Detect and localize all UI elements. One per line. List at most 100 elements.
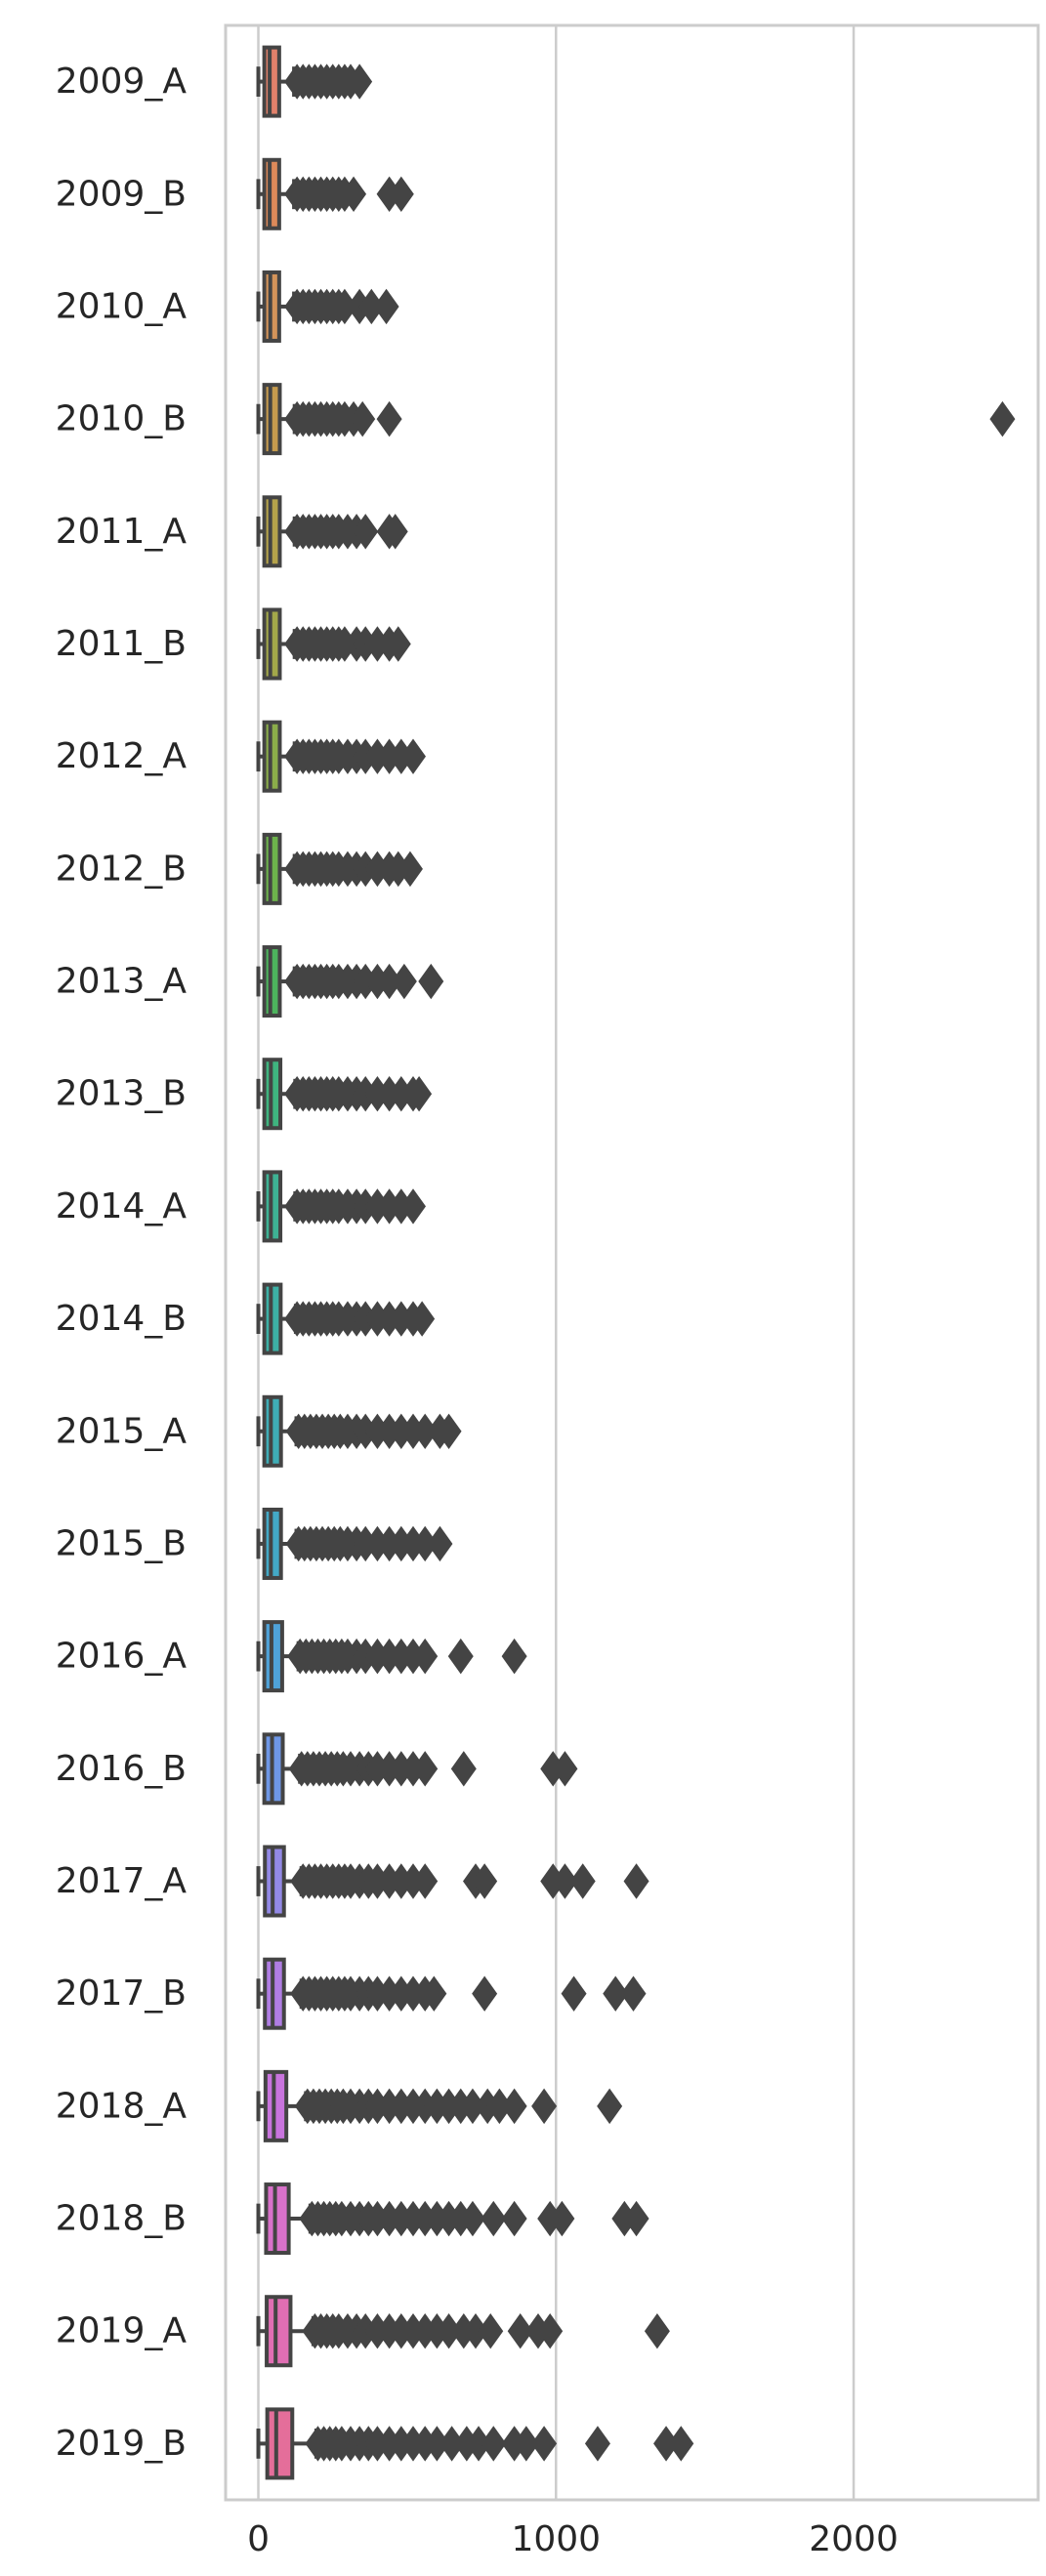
box-group-2019_A (256, 2295, 670, 2368)
box-group-2019_B (256, 2407, 694, 2480)
box-group-2014_A (256, 1170, 426, 1243)
outlier-point (391, 963, 417, 1000)
outlier-point (644, 2313, 670, 2349)
outlier-point (412, 1751, 439, 1787)
outlier-point (376, 400, 402, 437)
x-tick-label: 2000 (809, 2519, 899, 2559)
outlier-point (603, 1975, 629, 2012)
y-tick-label: 2013_B (56, 1074, 187, 1114)
outlier-point (478, 2313, 504, 2349)
outlier-point (436, 2313, 462, 2349)
outlier-point (397, 851, 423, 888)
grid-lines (257, 25, 856, 2500)
y-tick-label: 2019_B (56, 2424, 187, 2464)
outlier-point (561, 1975, 587, 2012)
y-tick-label: 2015_B (56, 1523, 187, 1563)
box-group-2011_A (256, 495, 408, 568)
outlier-point (531, 2426, 558, 2462)
box-group-2013_B (256, 1058, 433, 1131)
outlier-point (347, 63, 373, 100)
outlier-point (513, 2426, 539, 2462)
outlier-point (507, 2313, 533, 2349)
outlier-point (388, 176, 414, 212)
outlier-point (531, 2088, 558, 2125)
outlier-point (668, 2426, 694, 2462)
box-group-2013_A (256, 945, 444, 1018)
outlier-point (418, 963, 444, 1000)
outlier-point (584, 2426, 610, 2462)
outlier-point (472, 1975, 498, 2012)
outlier-point (376, 963, 402, 1000)
outlier-point (481, 2200, 507, 2237)
outlier-point (412, 1863, 439, 1899)
outlier-point (569, 1863, 596, 1899)
x-tick-labels: 0 1000 2000 (247, 2519, 899, 2559)
outlier-point (436, 1413, 462, 1449)
outlier-point (358, 288, 385, 325)
outlier-point (501, 2088, 527, 2125)
box-group-2015_B (256, 1507, 453, 1580)
y-tick-label: 2009_B (56, 174, 187, 214)
box-group-2016_A (256, 1620, 527, 1693)
y-tick-label: 2019_A (56, 2311, 188, 2351)
outlier-point (653, 2426, 680, 2462)
outlier-point (447, 1638, 474, 1675)
outlier-point (412, 1413, 439, 1449)
box-group-2017_B (256, 1957, 647, 2030)
outlier-point (989, 400, 1016, 437)
plot-frame-rect (224, 23, 1040, 2502)
box-group-2009_A (256, 45, 373, 118)
y-tick-label: 2016_B (56, 1749, 187, 1789)
y-tick-label: 2012_A (56, 736, 188, 776)
box-iqr (264, 2182, 291, 2256)
outlier-point (623, 1863, 649, 1899)
y-tick-label: 2018_B (56, 2199, 187, 2239)
outlier-point (412, 1525, 439, 1562)
box-group-2014_B (256, 1282, 436, 1355)
y-tick-label: 2014_B (56, 1299, 187, 1339)
box-iqr (263, 2069, 289, 2142)
box-group-2009_B (256, 157, 414, 230)
box-group-2018_B (256, 2182, 649, 2256)
outlier-point (623, 2200, 649, 2237)
outlier-point (421, 1975, 447, 2012)
outlier-point (459, 2200, 485, 2237)
outlier-point (481, 2426, 507, 2462)
outlier-point (537, 2313, 564, 2349)
outlier-point (373, 288, 399, 325)
y-tick-label: 2014_A (56, 1186, 188, 1226)
y-tick-label: 2013_A (56, 962, 188, 1002)
outlier-point (427, 1525, 453, 1562)
outlier-point (409, 1301, 436, 1337)
outlier-point (459, 2088, 485, 2125)
outlier-point (552, 1863, 578, 1899)
outlier-point (412, 1638, 439, 1675)
box-series (256, 45, 1016, 2480)
box-iqr (262, 157, 281, 230)
outlier-point (597, 2088, 623, 2125)
box-group-2018_A (256, 2069, 623, 2142)
box-group-2010_A (256, 270, 399, 343)
y-tick-label: 2011_A (56, 512, 188, 552)
outlier-point (406, 1076, 433, 1112)
box-group-2012_A (256, 720, 426, 793)
box-group-2011_B (256, 607, 411, 681)
y-tick-label: 2017_B (56, 1974, 187, 2014)
outlier-point (424, 2426, 450, 2462)
outlier-point (400, 738, 426, 774)
y-tick-label: 2009_A (56, 62, 188, 102)
outlier-point (439, 2426, 465, 2462)
outlier-point (400, 1188, 426, 1225)
outlier-point (549, 2200, 575, 2237)
outlier-point (385, 626, 411, 662)
y-tick-label: 2010_A (56, 286, 188, 326)
outlier-point (350, 400, 376, 437)
box-iqr (265, 2295, 293, 2368)
outlier-point (486, 2088, 513, 2125)
box-group-2017_A (256, 1845, 649, 1918)
outlier-point (463, 2313, 488, 2349)
outlier-point (472, 1863, 498, 1899)
x-tick-label: 0 (247, 2519, 270, 2559)
